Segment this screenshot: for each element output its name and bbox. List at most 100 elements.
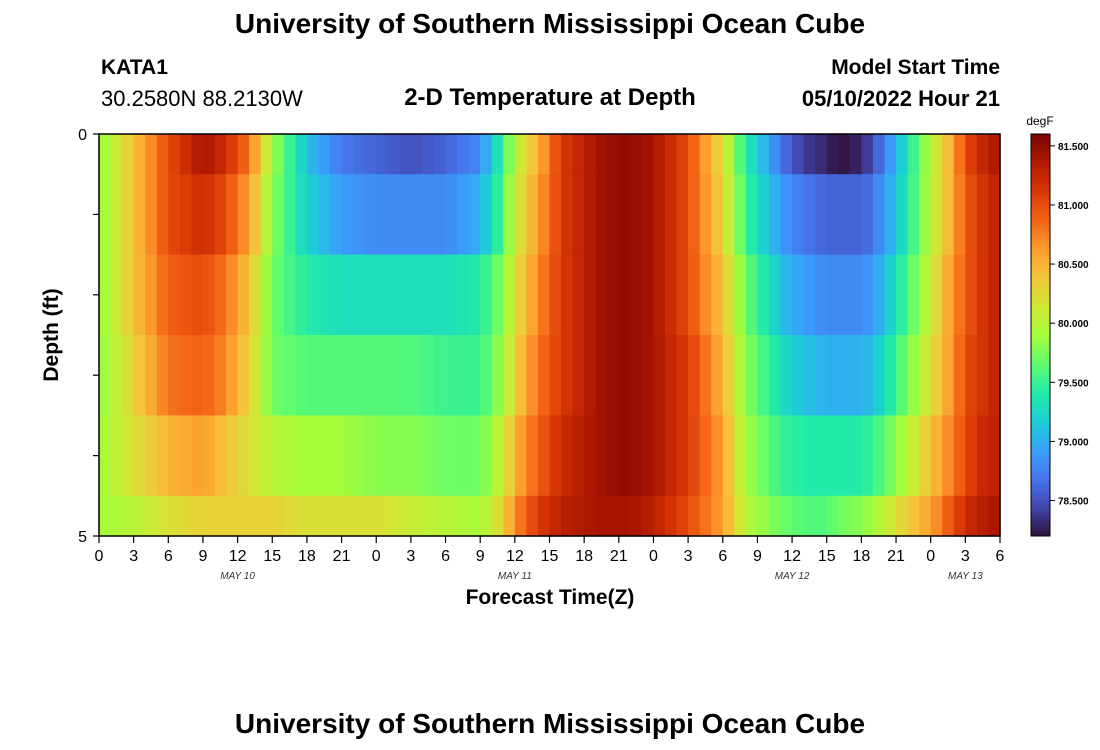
heatmap-cell — [503, 174, 516, 256]
heatmap-cell — [99, 415, 112, 497]
heatmap-cell — [803, 415, 816, 497]
heatmap-cell — [537, 134, 551, 175]
heatmap-cell — [433, 415, 447, 497]
heatmap-cell — [272, 254, 285, 336]
heatmap-cell — [699, 134, 712, 175]
heatmap-cell — [306, 495, 320, 537]
heatmap-cell — [179, 335, 193, 416]
heatmap-cell — [110, 415, 123, 497]
heatmap-cell — [226, 415, 239, 497]
heatmap-cell — [630, 174, 643, 256]
x-tick-label: 0 — [372, 548, 381, 565]
x-tick-label: 6 — [996, 548, 1005, 565]
heatmap-cell — [549, 134, 562, 175]
heatmap-cell — [376, 254, 389, 336]
heatmap-cell — [387, 495, 400, 537]
heatmap-cell — [341, 335, 354, 416]
heatmap-cell — [976, 134, 990, 175]
heatmap-cell — [722, 254, 735, 336]
x-tick-label: 12 — [783, 548, 801, 565]
heatmap-cell — [815, 174, 828, 256]
heatmap-cell — [537, 254, 551, 336]
heatmap-cell — [630, 134, 643, 175]
heatmap-cell — [249, 495, 262, 537]
heatmap-cell — [792, 174, 805, 256]
heatmap-cell — [711, 174, 724, 256]
heatmap-cell — [341, 134, 354, 175]
heatmap-cell — [688, 495, 701, 537]
heatmap-cell — [561, 335, 574, 416]
heatmap-cell — [480, 254, 493, 336]
heatmap-cell — [526, 174, 539, 256]
heatmap-cell — [214, 134, 227, 175]
heatmap-cell — [988, 335, 1001, 416]
heatmap-cell — [306, 335, 320, 416]
heatmap-cell — [168, 495, 181, 537]
heatmap-cell — [849, 254, 862, 336]
heatmap-cell — [953, 254, 966, 336]
heatmap-cell — [179, 174, 193, 256]
heatmap-cell — [364, 174, 377, 256]
heatmap-cell — [399, 495, 412, 537]
heatmap-cell — [676, 415, 689, 497]
heatmap-cell — [572, 335, 585, 416]
heatmap-cell — [838, 415, 851, 497]
heatmap-cell — [214, 415, 227, 497]
heatmap-cell — [930, 335, 943, 416]
heatmap-cell — [468, 495, 481, 537]
heatmap-cell — [526, 415, 539, 497]
heatmap-cell — [688, 254, 701, 336]
heatmap-cell — [226, 335, 239, 416]
heatmap-cell — [503, 415, 516, 497]
heatmap-cell — [214, 335, 227, 416]
heatmap-cell — [815, 335, 828, 416]
heatmap-cell — [561, 134, 574, 175]
heatmap-cell — [665, 415, 678, 497]
heatmap-cell — [422, 174, 435, 256]
heatmap-cell — [237, 495, 250, 537]
heatmap-row — [99, 134, 1001, 175]
heatmap-cell — [318, 495, 331, 537]
heatmap-cell — [988, 254, 1001, 336]
heatmap-cell — [953, 134, 966, 175]
heatmap-cell — [468, 174, 481, 256]
x-tick-label: 3 — [406, 548, 415, 565]
heatmap-cell — [237, 254, 250, 336]
heatmap-cell — [607, 495, 620, 537]
heatmap-cell — [607, 335, 620, 416]
heatmap-cell — [838, 174, 851, 256]
heatmap-cell — [341, 495, 354, 537]
heatmap-cell — [202, 335, 216, 416]
x-tick-label: 9 — [753, 548, 762, 565]
heatmap-cell — [930, 254, 943, 336]
heatmap-cell — [676, 254, 689, 336]
heatmap-cell — [330, 335, 343, 416]
heatmap-cell — [976, 415, 990, 497]
heatmap-cell — [665, 174, 678, 256]
x-axis-label: Forecast Time(Z) — [466, 586, 635, 609]
heatmap-cell — [826, 174, 839, 256]
heatmap-cell — [295, 254, 308, 336]
heatmap-cell — [202, 254, 216, 336]
heatmap-row — [99, 174, 1001, 256]
heatmap-cell — [953, 415, 966, 497]
heatmap-cell — [387, 254, 400, 336]
heatmap-cell — [849, 415, 862, 497]
heatmap-cell — [572, 415, 585, 497]
heatmap-cell — [237, 174, 250, 256]
heatmap-cell — [953, 495, 966, 537]
heatmap-cell — [156, 174, 169, 256]
heatmap-cell — [410, 415, 424, 497]
heatmap-cell — [676, 134, 689, 175]
heatmap-cell — [838, 335, 851, 416]
heatmap-cell — [364, 335, 377, 416]
heatmap-cell — [884, 335, 897, 416]
heatmap-cell — [861, 415, 874, 497]
x-tick-label: 0 — [649, 548, 658, 565]
heatmap-cell — [549, 254, 562, 336]
heatmap-cell — [768, 415, 782, 497]
heatmap-cell — [930, 495, 943, 537]
heatmap-cell — [318, 254, 331, 336]
heatmap-cell — [630, 335, 643, 416]
heatmap-cell — [526, 335, 539, 416]
